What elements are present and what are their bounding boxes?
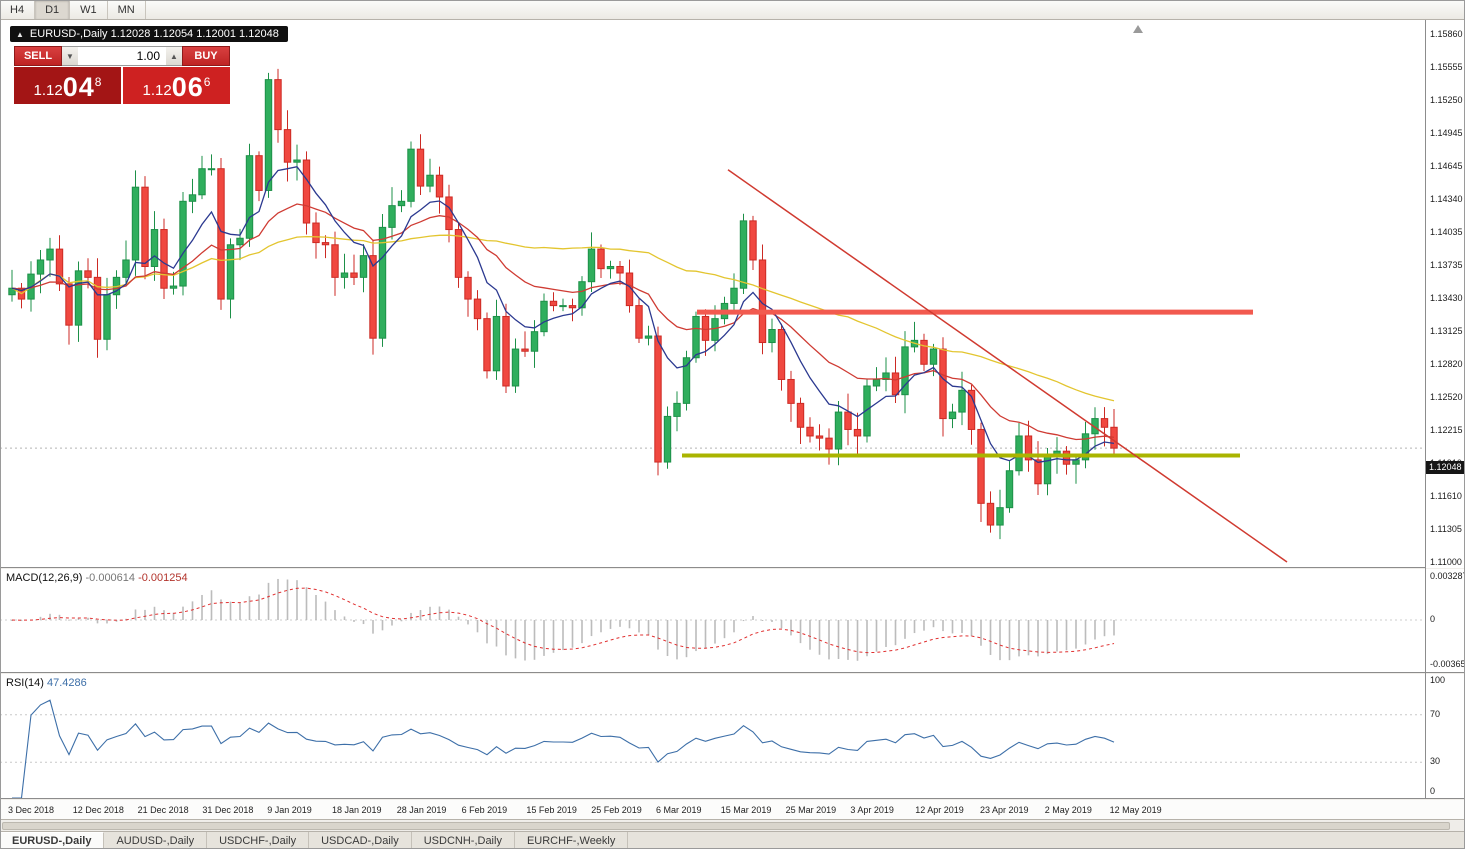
scrollbar-thumb[interactable] [2, 822, 1450, 830]
one-click-collapse-icon[interactable]: ▲ [16, 29, 24, 39]
macd-axis-zero: 0 [1430, 614, 1436, 624]
price-axis-label: 1.15555 [1430, 62, 1463, 72]
price-axis-label: 1.14945 [1430, 128, 1463, 138]
chart-tab-eurchf[interactable]: EURCHF-,Weekly [515, 832, 629, 849]
bid-big-figure: 1.12 [33, 82, 63, 99]
chart-tab-bar: EURUSD-,Daily AUDUSD-,Daily USDCHF-,Daily U… [0, 831, 1465, 849]
timeframe-d1-button[interactable]: D1 [35, 0, 71, 19]
price-axis-label: 1.11000 [1430, 557, 1462, 567]
timeframe-w1-button[interactable]: W1 [70, 0, 108, 19]
horizontal-scrollbar[interactable] [0, 821, 1465, 831]
candlestick-plot[interactable] [0, 20, 1425, 567]
macd-plot [0, 578, 1425, 661]
macd-panel[interactable]: MACD(12,26,9) -0.000614 -0.001254 0.0032… [0, 569, 1465, 673]
main-chart-panel[interactable]: ▲ EURUSD-,Daily 1.12028 1.12054 1.12001 … [0, 20, 1465, 568]
timeframe-mn-button[interactable]: MN [108, 0, 146, 19]
rsi-label: RSI(14) 47.4286 [6, 677, 87, 689]
date-axis-label: 25 Mar 2019 [785, 805, 837, 815]
date-axis-label: 12 Apr 2019 [915, 805, 964, 815]
date-axis-label: 15 Mar 2019 [720, 805, 772, 815]
volume-input[interactable] [78, 46, 166, 66]
chart-scroll-to-end-icon[interactable] [1133, 25, 1143, 33]
date-axis-label: 3 Dec 2018 [8, 805, 55, 815]
date-axis-label: 9 Jan 2019 [267, 805, 312, 815]
price-axis[interactable]: 1.15860 1.15555 1.15250 1.14945 1.14645 1.143… [1426, 20, 1465, 568]
buy-button[interactable]: BUY [182, 46, 230, 66]
ask-pipette: 6 [203, 75, 211, 89]
axis-separator [1425, 20, 1426, 799]
bid-price-button[interactable]: 1.12 04 8 [14, 67, 121, 104]
date-axis-label: 15 Feb 2019 [526, 805, 577, 815]
date-axis-label: 21 Dec 2018 [137, 805, 189, 815]
date-axis-label: 12 Dec 2018 [72, 805, 124, 815]
date-axis-label: 6 Feb 2019 [461, 805, 508, 815]
ask-pips: 06 [171, 72, 204, 102]
rsi-axis: 100 70 30 0 [1426, 674, 1465, 798]
symbol-ohlc-text: EURUSD-,Daily 1.12028 1.12054 1.12001 1.… [29, 28, 279, 40]
date-axis[interactable]: 3 Dec 2018 12 Dec 2018 21 Dec 2018 31 Dec 2… [0, 800, 1465, 820]
macd-signal-value: -0.001254 [138, 572, 188, 584]
date-axis-label: 18 Jan 2019 [332, 805, 382, 815]
current-price-badge: 1.12048 [1426, 461, 1465, 474]
price-axis-label: 1.13430 [1430, 293, 1463, 303]
ask-price-button[interactable]: 1.12 06 6 [123, 67, 230, 104]
price-axis-label: 1.12215 [1430, 425, 1463, 435]
chart-tab-audusd[interactable]: AUDUSD-,Daily [104, 832, 208, 849]
rsi-axis-70: 70 [1430, 709, 1441, 719]
rsi-value: 47.4286 [46, 677, 87, 689]
price-axis-label: 1.11305 [1430, 524, 1462, 534]
one-click-trade-panel: SELL ▼ ▲ BUY 1.12 04 8 1.12 06 6 [14, 46, 230, 104]
date-axis-label: 25 Feb 2019 [591, 805, 642, 815]
sell-button[interactable]: SELL [14, 46, 62, 66]
bid-pips: 04 [62, 72, 95, 102]
volume-increase-icon[interactable]: ▲ [166, 46, 182, 66]
rsi-axis-30: 30 [1430, 756, 1441, 766]
symbol-ohlc-bar: ▲ EURUSD-,Daily 1.12028 1.12054 1.12001 … [10, 26, 288, 42]
rsi-panel[interactable]: RSI(14) 47.4286 100 70 30 0 [0, 674, 1465, 799]
macd-axis-top: 0.003287 [1430, 571, 1465, 581]
price-axis-label: 1.14645 [1430, 161, 1463, 171]
date-axis-label: 3 Apr 2019 [850, 805, 894, 815]
price-axis-label: 1.13125 [1430, 326, 1463, 336]
price-axis-label: 1.11610 [1430, 491, 1462, 501]
date-axis-label: 12 May 2019 [1109, 805, 1162, 815]
rsi-axis-100: 100 [1430, 675, 1446, 685]
volume-decrease-icon[interactable]: ▼ [62, 46, 78, 66]
price-axis-label: 1.15860 [1430, 29, 1463, 39]
price-axis-label: 1.13735 [1430, 260, 1463, 270]
rsi-plot [0, 699, 1425, 799]
price-axis-label: 1.12820 [1430, 359, 1463, 369]
date-axis-label: 2 May 2019 [1044, 805, 1092, 815]
date-axis-label: 31 Dec 2018 [202, 805, 254, 815]
price-axis-label: 1.14035 [1430, 227, 1463, 237]
timeframe-toolbar: H4 D1 W1 MN [0, 0, 1465, 20]
macd-axis: 0.003287 0 -0.003652 [1426, 569, 1465, 672]
ask-big-figure: 1.12 [142, 82, 172, 99]
chart-tab-eurusd[interactable]: EURUSD-,Daily [0, 832, 105, 849]
date-axis-label: 28 Jan 2019 [396, 805, 447, 815]
macd-label: MACD(12,26,9) -0.000614 -0.001254 [6, 572, 188, 584]
date-axis-label: 6 Mar 2019 [656, 805, 702, 815]
price-axis-label: 1.15250 [1430, 95, 1463, 105]
chart-tab-usdcad[interactable]: USDCAD-,Daily [309, 832, 412, 849]
price-axis-label: 1.14340 [1430, 194, 1463, 204]
timeframe-h4-button[interactable]: H4 [0, 0, 36, 19]
rsi-axis-0: 0 [1430, 786, 1436, 796]
chart-tab-usdcnh[interactable]: USDCNH-,Daily [412, 832, 515, 849]
bid-pipette: 8 [94, 75, 102, 89]
macd-axis-bottom: -0.003652 [1430, 659, 1465, 669]
price-axis-label: 1.12520 [1430, 392, 1463, 402]
chart-tab-usdchf[interactable]: USDCHF-,Daily [207, 832, 310, 849]
macd-main-value: -0.000614 [85, 572, 136, 584]
date-axis-label: 23 Apr 2019 [980, 805, 1029, 815]
